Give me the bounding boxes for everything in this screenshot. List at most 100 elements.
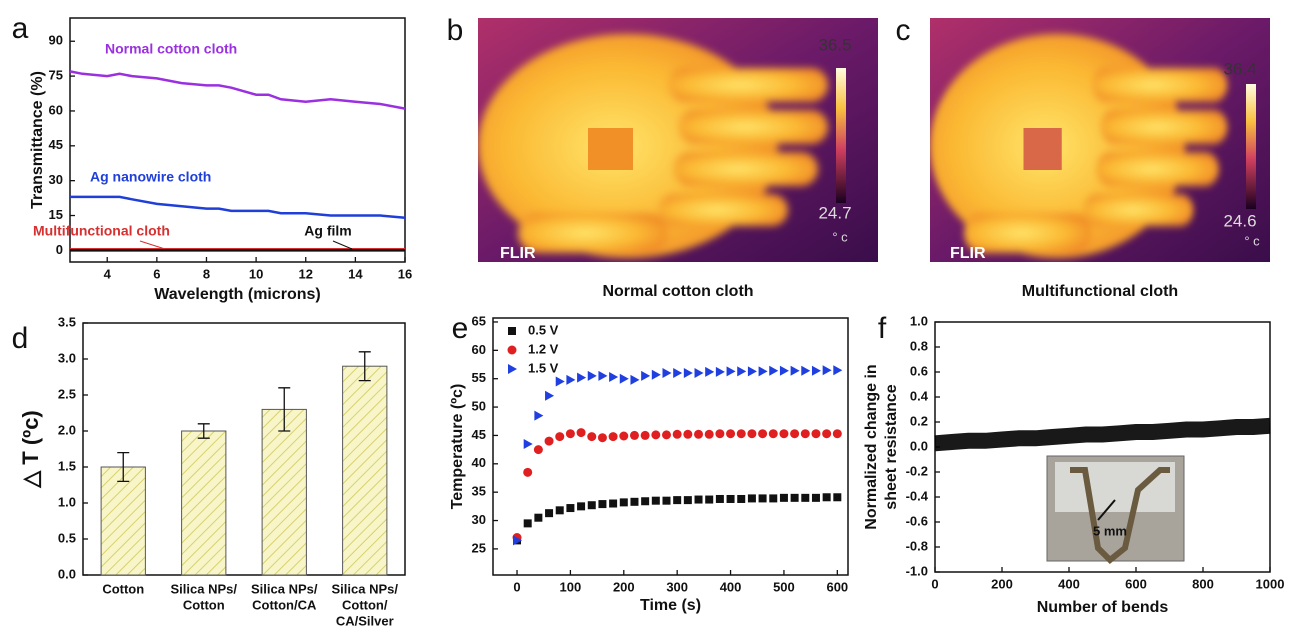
x-tick-label: Cotton/ <box>342 597 388 612</box>
point <box>769 365 779 376</box>
point <box>577 372 587 383</box>
y-tick-label: -0.6 <box>906 513 928 528</box>
point <box>683 496 692 505</box>
legend-label: 1.5 V <box>528 360 559 375</box>
y-tick-label: 2.0 <box>58 422 76 437</box>
y-tick-label: -1.0 <box>906 563 928 578</box>
point <box>544 436 554 446</box>
y-tick-label: 0.0 <box>910 438 928 453</box>
point <box>673 496 682 505</box>
y-axis-title: Transmittance (%) <box>29 71 46 209</box>
point <box>651 369 661 380</box>
line <box>70 195 406 220</box>
point <box>651 496 660 505</box>
chart: f -1.0 -0.8 -0.6 -0.4 -0.2 0.0 0.2 0.4 0.6 0.8 1.0 0… <box>863 312 1284 616</box>
point <box>747 366 757 377</box>
x-tick-label: 600 <box>826 579 848 594</box>
bar <box>181 430 227 576</box>
scale-unit: ° c <box>1244 233 1260 248</box>
series-label: Ag film <box>304 223 351 239</box>
bar <box>100 466 146 576</box>
y-tick-label: 1.0 <box>58 494 76 509</box>
chart: a 0 15 30 45 60 75 90 4 6 8 10 12 14 16 Transmittance (… <box>12 12 413 303</box>
point <box>811 429 821 439</box>
point <box>598 370 608 381</box>
point <box>833 493 842 502</box>
x-tick-label: 12 <box>299 266 313 281</box>
brand: FLIR <box>500 245 536 262</box>
point <box>608 432 618 442</box>
scale-min: 24.7 <box>818 203 851 222</box>
point <box>587 501 596 510</box>
point <box>822 429 832 439</box>
x-tick-label: 10 <box>249 266 263 281</box>
legend-label: 1.2 V <box>528 341 559 356</box>
series-label: Normal cotton cloth <box>105 41 237 57</box>
point <box>694 429 704 439</box>
x-axis-title: Time (s) <box>640 597 701 614</box>
legend-swatch <box>507 345 517 355</box>
y-tick-label: 2.5 <box>58 386 76 401</box>
point <box>555 376 565 387</box>
thermal-image-b <box>478 18 878 262</box>
chart: d0.00.51.01.52.02.53.03.5△ T (ºc)Cotton S… <box>12 314 406 628</box>
y-tick-label: 0.5 <box>58 530 76 545</box>
y-tick-label: 15 <box>49 207 63 222</box>
x-tick-label: Silica NPs/ <box>332 581 399 596</box>
point <box>790 365 800 376</box>
point <box>566 504 575 513</box>
point <box>747 494 756 503</box>
x-tick-label: Silica NPs/ <box>251 581 318 596</box>
x-tick-label: 0 <box>513 579 520 594</box>
y-tick-label: 1.5 <box>58 458 76 473</box>
point <box>523 467 533 477</box>
error-bar <box>117 451 130 483</box>
point <box>523 519 532 528</box>
y-tick-label: 30 <box>472 512 486 527</box>
bar <box>261 408 307 576</box>
y-tick-label: 60 <box>49 102 63 117</box>
point <box>629 430 639 440</box>
error-bar <box>278 387 291 432</box>
panel-letter: e <box>452 312 469 345</box>
point <box>694 495 703 504</box>
bar <box>342 365 388 576</box>
point <box>619 373 629 384</box>
point <box>747 429 757 439</box>
point <box>534 513 543 522</box>
y-tick-label: 1.0 <box>910 313 928 328</box>
point <box>523 438 533 449</box>
point <box>801 365 811 376</box>
point <box>833 365 843 376</box>
point <box>715 366 725 377</box>
point <box>609 499 618 508</box>
x-tick-label: 8 <box>203 266 210 281</box>
y-tick-label: 45 <box>472 427 486 442</box>
thermal-image: 36.4 24.6 ° c FLIR Multifunctional cloth… <box>896 14 1271 300</box>
point <box>534 410 544 421</box>
point <box>769 494 778 503</box>
x-tick-label: 500 <box>773 579 795 594</box>
x-tick-label: 100 <box>560 579 582 594</box>
point <box>587 432 597 442</box>
point <box>662 368 672 379</box>
x-tick-label: Silica NPs/ <box>171 581 238 596</box>
y-tick-label: 0.6 <box>910 363 928 378</box>
inset-sample <box>1070 467 1170 565</box>
y-tick-label: 90 <box>49 33 63 48</box>
point <box>822 365 832 376</box>
x-axis-title: Wavelength (microns) <box>154 286 321 303</box>
point <box>673 368 683 379</box>
point <box>555 506 564 515</box>
x-tick-label: Cotton <box>102 581 144 596</box>
panel-letter: c <box>896 14 911 47</box>
y-tick-label: 35 <box>472 484 486 499</box>
panel-letter: a <box>12 12 29 45</box>
x-tick-label: 4 <box>104 266 112 281</box>
point <box>566 374 576 385</box>
legend-swatch <box>508 364 517 374</box>
point <box>758 366 768 377</box>
point <box>545 509 554 518</box>
point <box>705 366 715 377</box>
x-tick-label: Cotton <box>183 597 225 612</box>
